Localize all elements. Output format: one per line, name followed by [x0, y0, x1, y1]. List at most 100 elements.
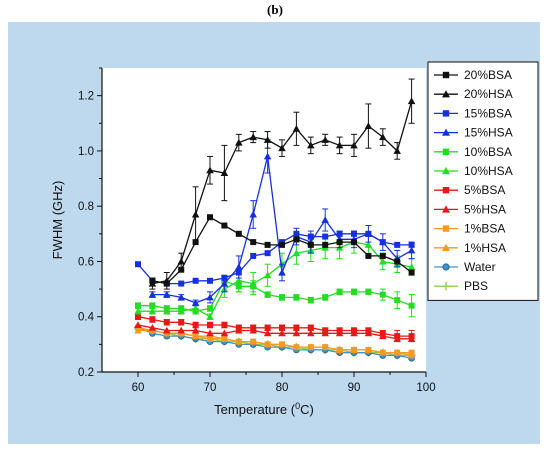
- legend-10pct-bsa-marker: [442, 148, 450, 155]
- series-20pct-hsa-point: [350, 141, 358, 149]
- x-tick-label: 100: [416, 382, 435, 394]
- series-1pct-bsa-point: [379, 349, 386, 356]
- series-20pct-hsa-point: [249, 133, 257, 141]
- series-5pct-bsa-point: [135, 313, 141, 320]
- series-5pct-bsa-point: [264, 324, 271, 331]
- series-5pct-hsa-point: [191, 326, 200, 334]
- series-20pct-bsa-point: [293, 236, 300, 243]
- series-20pct-hsa-point: [407, 97, 416, 105]
- y-tick-label: 0.4: [78, 312, 95, 324]
- series-1pct-bsa-point: [307, 344, 314, 351]
- series-10pct-bsa-point: [307, 297, 314, 304]
- series-20pct-hsa-point: [206, 166, 214, 174]
- series-20pct-hsa-point: [191, 210, 200, 218]
- series-1pct-bsa-point: [279, 341, 285, 348]
- series-20pct-bsa-point: [351, 239, 357, 246]
- series-5pct-bsa-point: [207, 322, 213, 329]
- series-1pct-bsa-point: [221, 335, 228, 342]
- series-15pct-bsa-point: [235, 269, 242, 276]
- series-5pct-hsa-point: [206, 329, 214, 337]
- series-10pct-bsa-point: [351, 288, 357, 295]
- legend-20pct-bsa-label: 20%BSA: [464, 68, 512, 82]
- series-15pct-hsa-point: [263, 152, 272, 160]
- axes-layer: 60 70 80 90 100 0.2 0.4 0.6 0.8 1.0 1.2 Temperature…: [50, 67, 436, 417]
- legend: 20%BSA 20%HSA 15%BSA 15%HSA 10%BSA 10%HSA 5%BS…: [427, 61, 539, 301]
- series-1pct-bsa-point: [408, 349, 415, 356]
- series-1pct-bsa-point: [207, 335, 213, 342]
- plot-area: [102, 68, 426, 372]
- series-15pct-hsa-point: [235, 263, 243, 270]
- series-10pct-hsa-point: [364, 241, 373, 248]
- series-20pct-hsa-point: [177, 257, 185, 265]
- series-15pct-bsa-point: [394, 241, 401, 248]
- series-10pct-hsa-point: [292, 249, 301, 257]
- series-15pct-bsa-point: [207, 277, 213, 284]
- series-15pct-bsa-point: [336, 230, 343, 237]
- y-tick-label: 0.6: [78, 256, 94, 268]
- series-10pct-hsa-point: [148, 307, 157, 315]
- legend-20pct-bsa-marker: [442, 71, 450, 79]
- series-5pct-bsa-point: [293, 324, 300, 331]
- series-15pct-hsa-point: [148, 290, 157, 298]
- x-tick-label: 70: [204, 382, 217, 394]
- series-20pct-hsa-point: [235, 138, 243, 146]
- series-5pct-hsa-point: [148, 324, 157, 331]
- series-10pct-bsa-point: [322, 294, 329, 301]
- legend-5pct-hsa-marker: [442, 205, 450, 213]
- series-10pct-bsa-point: [264, 291, 271, 298]
- series-20pct-bsa-point: [322, 241, 329, 248]
- series-20pct-bsa-point: [279, 241, 285, 248]
- legend-15pct-bsa-label: 15%BSA: [464, 106, 512, 120]
- series-10pct-bsa-point: [408, 302, 415, 309]
- series-15pct-bsa-point: [293, 230, 300, 237]
- series-20pct-hsa: [148, 78, 416, 290]
- series-15pct-hsa-point: [206, 293, 214, 301]
- series-15pct-bsa-point: [178, 280, 185, 287]
- series-20pct-bsa-point: [221, 222, 228, 229]
- series-20pct-hsa-point: [321, 136, 329, 143]
- series-10pct-bsa-point: [365, 288, 372, 295]
- series-10pct-bsa-point: [379, 291, 386, 298]
- series-10pct-hsa-point: [263, 271, 272, 279]
- series-5pct-hsa-point: [220, 329, 229, 337]
- legend-box: [427, 61, 539, 301]
- series-5pct-bsa: [135, 313, 415, 343]
- series-10pct-hsa-point: [206, 312, 214, 320]
- series-15pct-bsa-point: [264, 250, 271, 257]
- series-15pct-hsa-point: [249, 210, 257, 218]
- series-20pct-bsa-point: [163, 280, 170, 287]
- y-tick-label: 1.0: [78, 146, 94, 158]
- series-15pct-hsa-point: [278, 268, 286, 276]
- series-5pct-bsa-point: [221, 322, 228, 329]
- series-15pct-bsa-point: [351, 230, 357, 237]
- series-15pct-bsa-point: [408, 241, 415, 248]
- series-5pct-bsa-point: [192, 322, 199, 329]
- series-5pct-bsa-point: [351, 327, 357, 334]
- series-20pct-hsa-point: [335, 141, 344, 149]
- legend-pbs-label: PBS: [464, 279, 488, 293]
- legend-15pct-hsa-marker: [442, 128, 450, 136]
- series-20pct-bsa-point: [235, 230, 242, 237]
- legend-5pct-hsa-label: 5%HSA: [464, 202, 506, 216]
- series-10pct-bsa-point: [235, 283, 242, 290]
- series-5pct-bsa-point: [149, 316, 156, 323]
- series-layer: [134, 78, 416, 362]
- series-10pct-bsa: [135, 274, 415, 318]
- series-20pct-bsa-point: [394, 258, 401, 265]
- series-10pct-hsa-point: [407, 263, 416, 270]
- series-15pct-hsa-point: [163, 290, 171, 298]
- series-5pct-hsa-point: [263, 329, 272, 337]
- series-5pct-bsa-point: [322, 327, 329, 334]
- series-5pct-bsa-point: [394, 333, 401, 340]
- series-15pct-hsa-point: [191, 299, 200, 306]
- series-15pct-bsa-point: [322, 233, 329, 240]
- series-10pct-hsa-point: [379, 257, 387, 265]
- series-1pct-bsa-point: [351, 346, 357, 353]
- legend-15pct-bsa-marker: [442, 110, 450, 117]
- series-15pct-bsa-point: [221, 275, 228, 282]
- y-tick-label: 1.2: [78, 91, 94, 103]
- series-5pct-bsa-point: [408, 333, 415, 340]
- series-15pct-bsa-point: [135, 261, 141, 268]
- series-20pct-bsa-point: [365, 252, 372, 259]
